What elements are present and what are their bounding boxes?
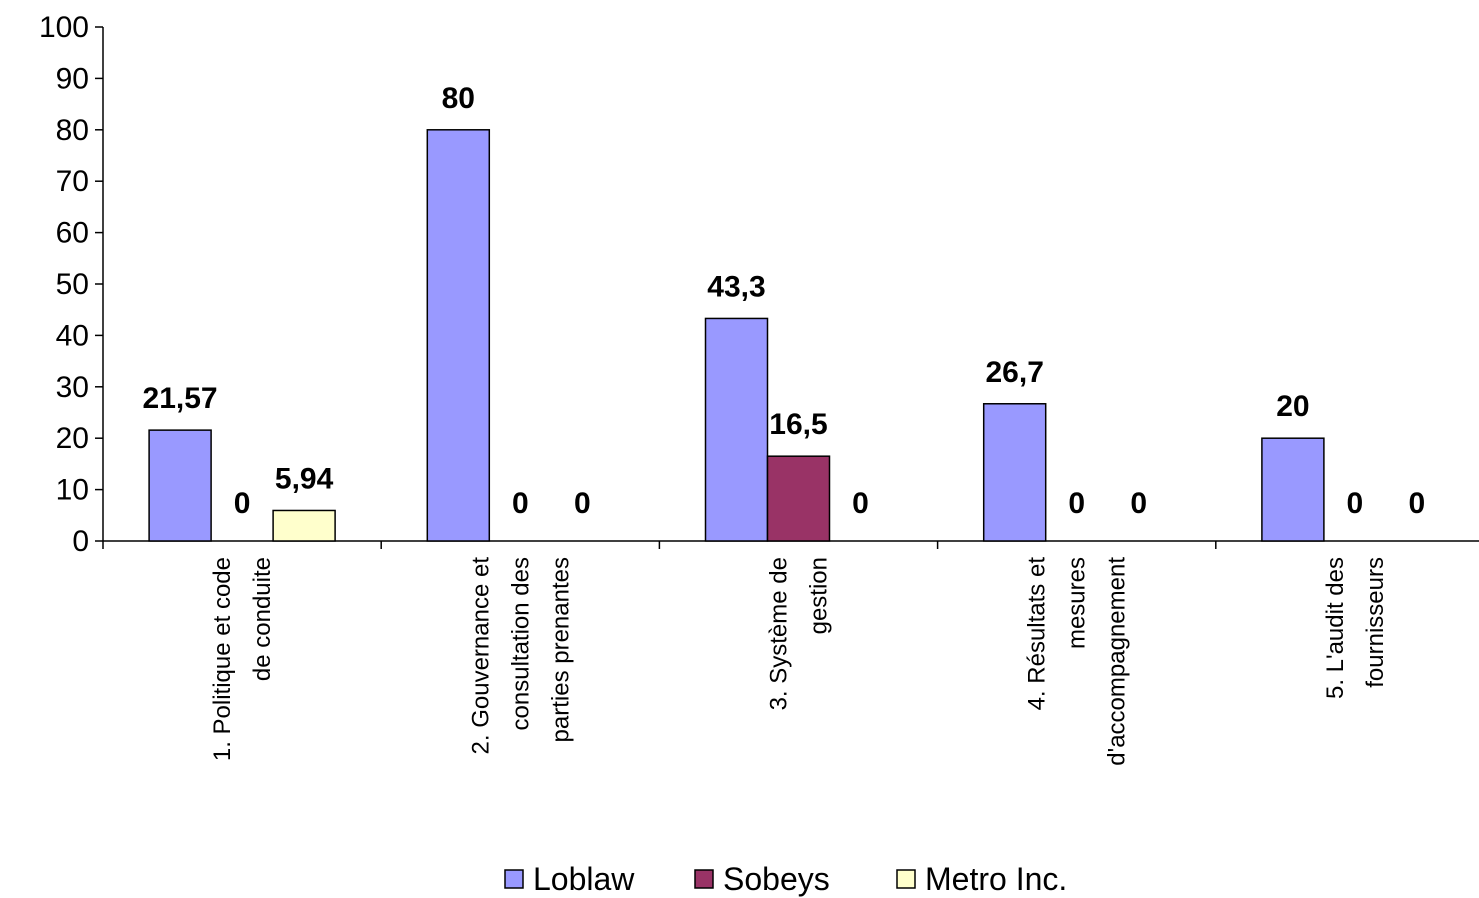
category-label: 2. Gouvernance et consultation des parties… [467,557,574,755]
data-label: 80 [442,82,475,115]
y-tick-label: 10 [56,474,89,507]
bar [426,129,491,542]
data-label: 5,94 [275,462,334,495]
x-axis [102,540,1479,549]
category-label-line: parties prenantes [547,557,574,742]
data-label: 0 [852,487,869,520]
data-label: 21,57 [143,382,218,415]
category-labels: 1. Politique et code de conduite 2. Gouver… [209,557,1389,766]
y-tick-label: 100 [39,11,89,44]
bar [148,429,212,542]
category-label: 5. L'audit des fournisseurs [1322,557,1389,699]
data-label: 0 [574,487,591,520]
y-tick-label: 0 [72,525,89,558]
data-label: 43,3 [707,270,765,303]
data-label: 0 [512,487,529,520]
data-label: 0 [1068,487,1085,520]
category-label-line: 4. Résultats et [1024,557,1051,711]
bar [1261,437,1325,542]
data-label: 0 [234,487,251,520]
legend-label: Loblaw [533,861,635,897]
data-labels: 21,57 0 5,94 80 0 0 43,3 16,5 0 26,7 0 0 20 0 0 [143,82,1426,520]
category-label: 3. Système de gestion [766,557,833,710]
data-label: 26,7 [986,356,1044,389]
category-label-line: d'accompagnement [1104,557,1131,766]
category-label-line: 2. Gouvernance et [467,557,494,755]
bar [704,317,769,542]
bars [148,129,1325,542]
category-label-line: mesures [1064,557,1091,649]
y-tick-label: 50 [56,268,89,301]
y-tick-label: 70 [56,165,89,198]
data-label: 16,5 [769,408,827,441]
category-label-line: 5. L'audit des [1322,557,1349,699]
y-tick-label: 20 [56,422,89,455]
data-label: 0 [1130,487,1147,520]
y-tick-label: 90 [56,62,89,95]
category-label: 4. Résultats et mesures d'accompagnement [1024,557,1131,766]
bar [982,403,1047,542]
legend-label: Sobeys [723,861,830,897]
data-label: 20 [1276,390,1309,423]
legend: Loblaw Sobeys Metro Inc. [504,861,1067,897]
y-tick-label: 30 [56,371,89,404]
y-tick-label: 80 [56,114,89,147]
category-label-line: 3. Système de [766,557,793,710]
category-label-line: consultation des [507,557,534,730]
legend-swatch [896,869,916,889]
legend-label: Metro Inc. [925,861,1067,897]
bar [272,509,336,542]
category-label-line: 1. Politique et code [209,557,236,761]
legend-swatch [504,869,524,889]
y-tick-label: 60 [56,217,89,250]
bar [766,455,831,542]
y-tick-label: 40 [56,319,89,352]
y-axis: 0 10 20 30 40 50 60 70 80 90 100 [39,11,104,558]
data-label: 0 [1409,487,1426,520]
legend-swatch [694,869,714,889]
category-label-line: de conduite [249,557,276,681]
category-label-line: gestion [806,557,833,634]
category-label-line: fournisseurs [1362,557,1389,688]
category-label: 1. Politique et code de conduite [209,557,276,761]
data-label: 0 [1347,487,1364,520]
